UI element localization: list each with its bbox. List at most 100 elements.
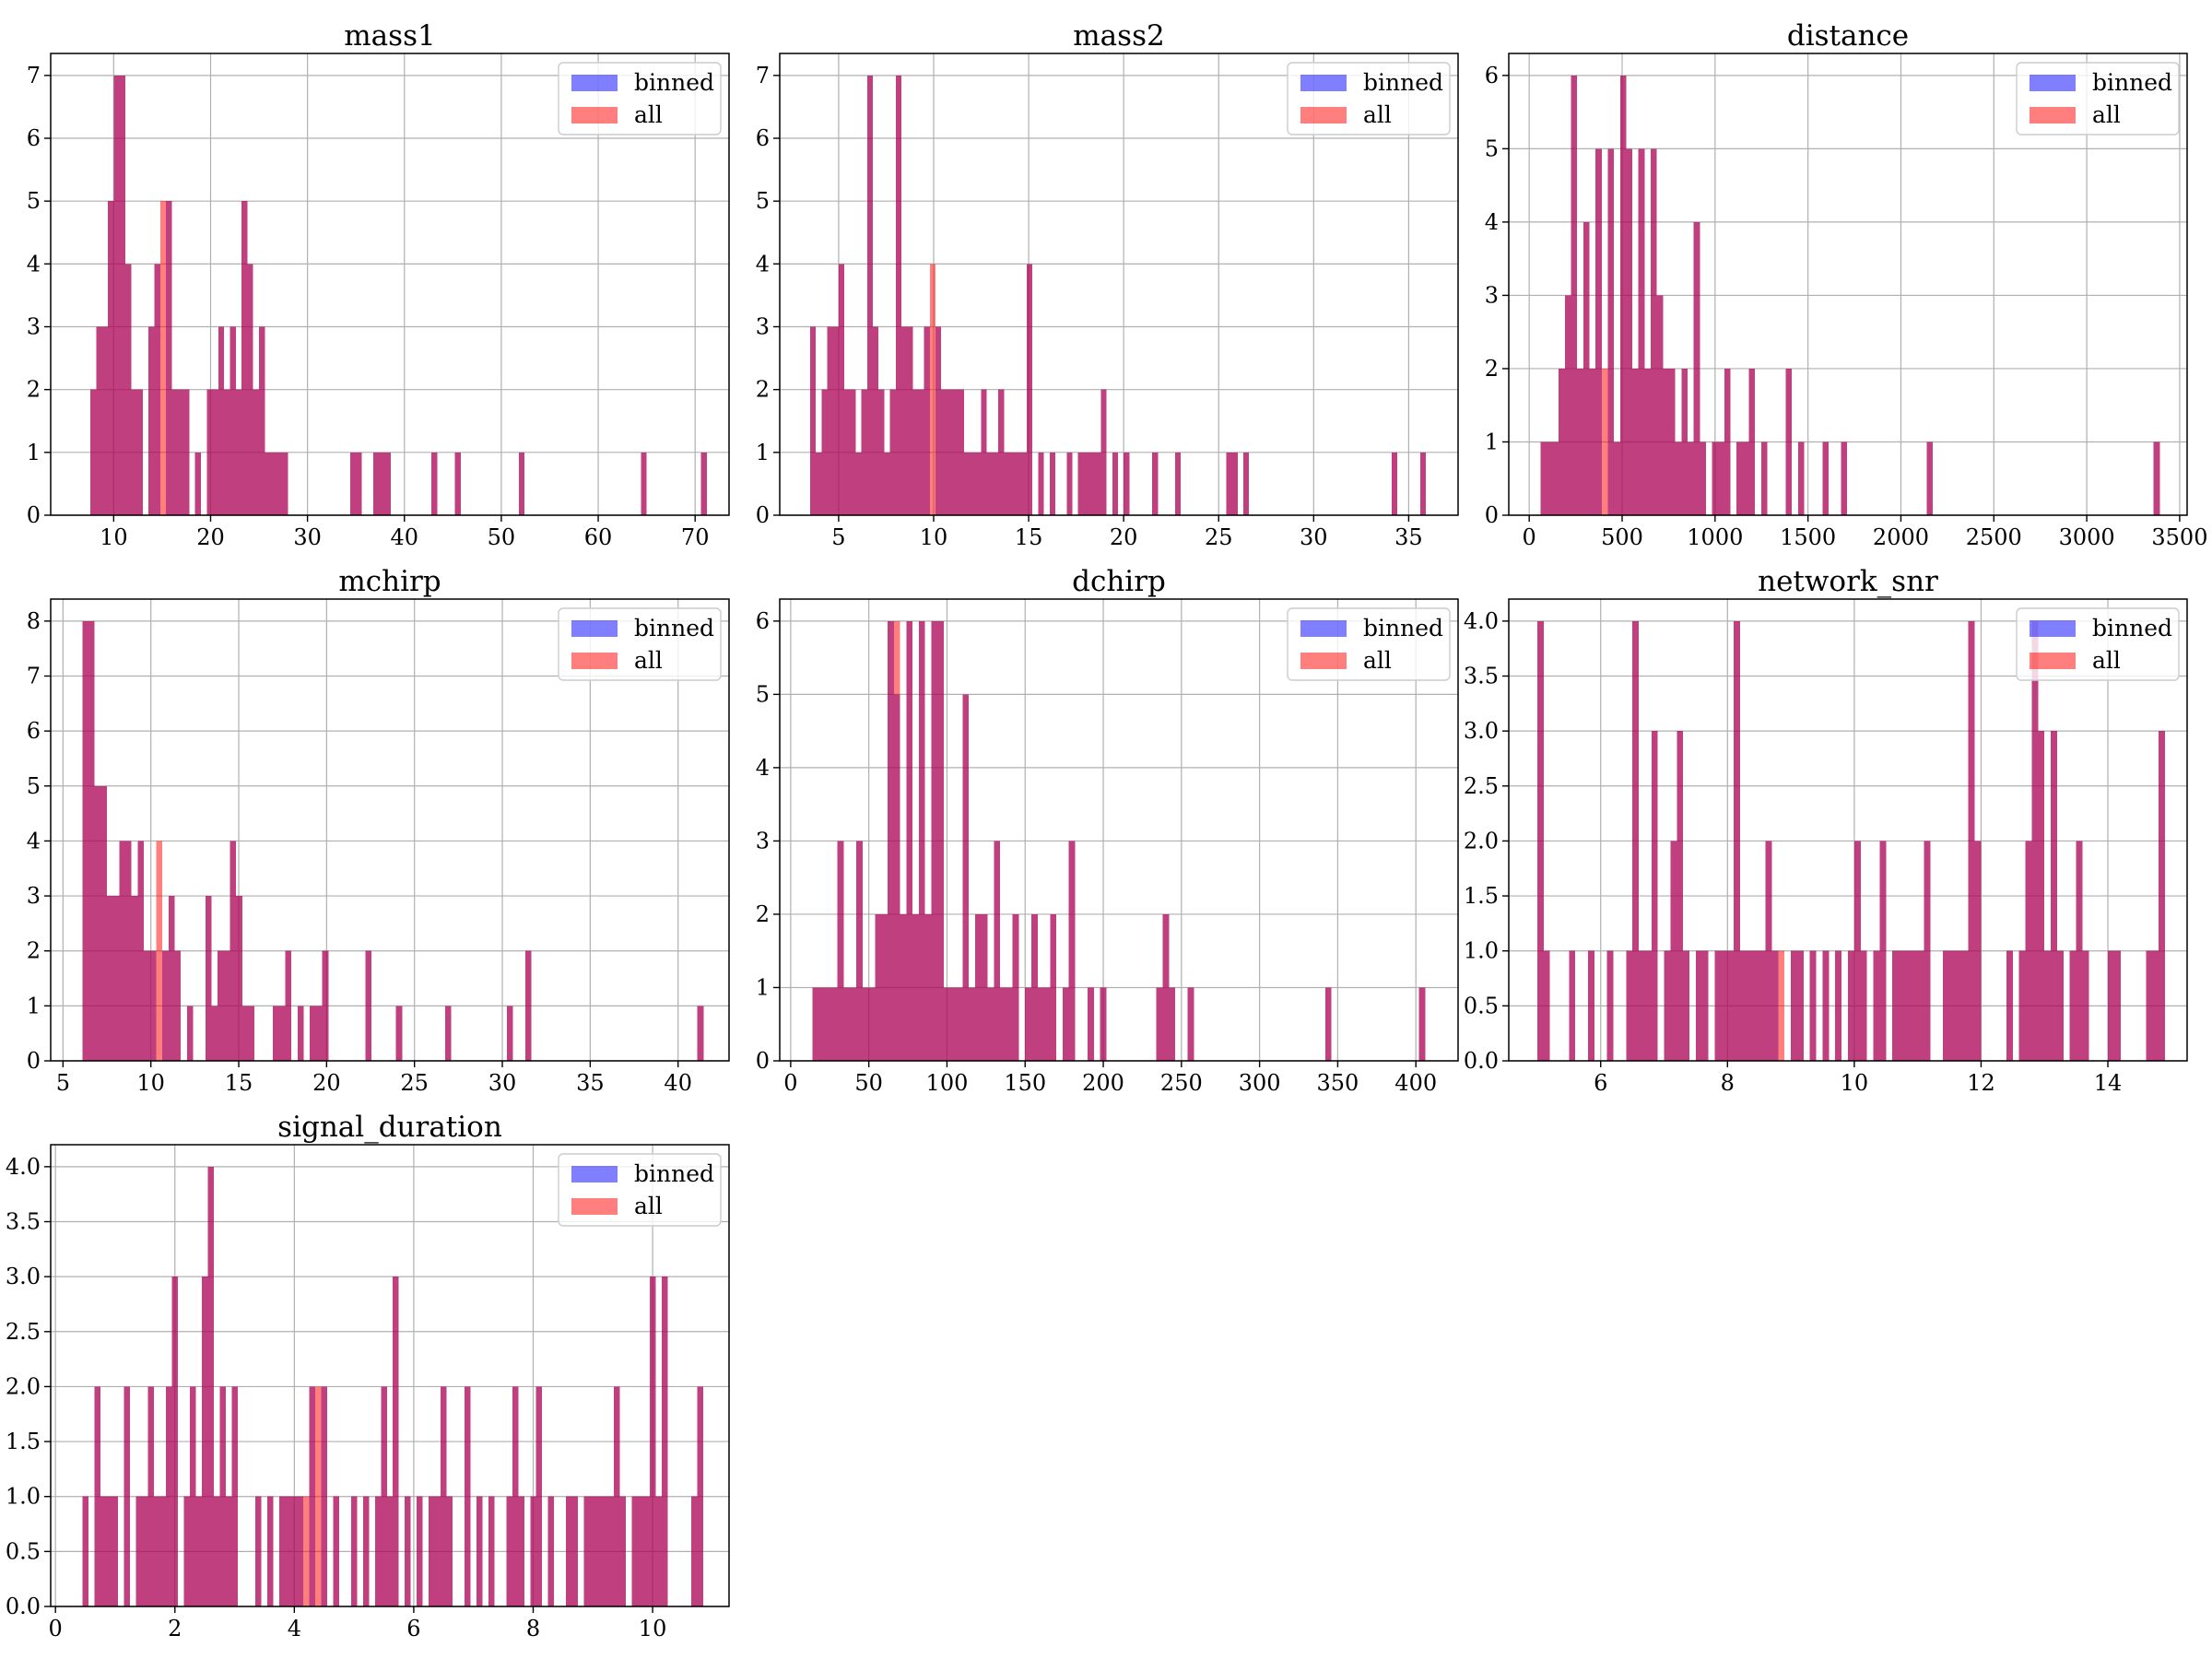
legend-swatch-all [571,653,618,669]
y-tick-label: 2.5 [6,1319,41,1345]
histogram-bar [1734,620,1741,1061]
histogram-bar [279,1496,286,1606]
histogram-bar [1955,950,1962,1061]
legend-label-all: all [1363,101,1392,128]
histogram-bar [1740,950,1747,1061]
y-tick-label: 5 [1485,135,1499,161]
histogram-bar [434,1496,441,1606]
x-tick-label: 50 [854,1070,883,1096]
histogram-bar [1324,987,1332,1061]
y-tick-label: 2 [1485,356,1499,382]
histogram-bar [986,452,993,515]
histogram-bar [206,389,213,515]
x-tick-label: 15 [1015,524,1043,550]
histogram-bar [90,389,97,515]
histogram-bar [992,452,999,515]
axes-frame [779,598,1459,1062]
x-tick-label: 20 [1110,524,1138,550]
histogram-bar [476,1496,483,1606]
histogram-bar [1669,368,1676,515]
histogram-bar [1124,452,1130,515]
histogram-bar [850,987,857,1061]
legend-swatch-binned [2030,620,2076,637]
y-tick-label: 4.0 [6,1154,41,1180]
x-tick-label: 10 [100,524,128,550]
y-tick-label: 4 [27,828,41,853]
y-tick-label: 3 [756,828,770,853]
histogram-bar [1004,452,1010,515]
y-tick-label: 1.5 [6,1429,41,1454]
histogram-bar [166,1386,172,1606]
histogram-bar [935,326,942,515]
legend: binned all [558,607,722,681]
histogram-bar [1540,441,1547,515]
histogram-bar [135,1496,143,1606]
y-tick-label: 0 [1485,502,1499,528]
histogram-bar [365,950,371,1061]
histogram-bar [1752,950,1759,1061]
histogram-bar [189,1386,196,1606]
histogram-bar [1031,913,1038,1061]
histogram-bar [821,389,828,515]
histogram-bar [884,452,890,515]
legend-label-binned: binned [634,69,714,96]
y-tick-label: 6 [1485,63,1499,88]
histogram-bar [881,913,888,1061]
histogram-bar [156,841,163,1061]
histogram-bar [112,896,120,1061]
y-tick-label: 0 [756,502,770,528]
histogram-bar [1701,950,1709,1061]
histogram-bar [1683,950,1690,1061]
y-tick-label: 6 [27,125,41,151]
histogram-bar [166,201,172,516]
histogram-bar [697,1386,704,1606]
histogram-bar [969,987,975,1061]
x-tick-label: 0 [1523,524,1536,550]
legend: binned all [2016,607,2180,681]
histogram-bar [994,841,1001,1061]
x-tick-label: 10 [1841,1070,1869,1096]
histogram-bar [322,950,329,1061]
histogram-bar [1068,841,1076,1061]
histogram-bar [512,1386,519,1606]
histogram-bar [547,1496,555,1606]
histogram-bar [947,389,953,515]
histogram-bar [1759,950,1766,1061]
histogram-bar [144,950,150,1061]
histogram-bar [213,1496,220,1606]
histogram-bar [987,987,994,1061]
x-tick-label: 2 [168,1616,182,1641]
histogram-bar [1721,950,1728,1061]
histogram-bar [429,1496,435,1606]
histogram-bar [619,1496,626,1606]
histogram-bar [1926,441,1934,515]
histogram-bar [518,1496,524,1606]
histogram-bar [1746,950,1753,1061]
histogram-bar [1601,368,1608,515]
histogram-bar [1809,950,1817,1061]
histogram-bar [1860,950,1867,1061]
histogram-bar [1899,950,1905,1061]
histogram-bar [88,620,95,1061]
histogram-bar [1020,452,1028,515]
histogram-bar [941,389,947,515]
histogram-bar [900,913,907,1061]
histogram-bar [825,987,831,1061]
histogram-bar [224,389,230,515]
histogram-bar [2153,441,2160,515]
histogram-bar [223,950,230,1061]
histogram-bar [137,841,145,1061]
histogram-bar [276,452,283,515]
histogram-bar [282,452,288,515]
histogram-bar [1112,452,1118,515]
y-tick-label: 3.0 [6,1264,41,1289]
histogram-bar [1712,441,1719,515]
histogram-bar [2069,950,2077,1061]
histogram-bar [333,1496,339,1606]
histogram-bar [1879,841,1887,1061]
histogram-bar [2146,950,2153,1061]
legend-label-all: all [2092,101,2121,128]
panel-title: mchirp [338,565,441,598]
histogram-bar [131,389,137,515]
histogram-bar [1577,368,1583,515]
